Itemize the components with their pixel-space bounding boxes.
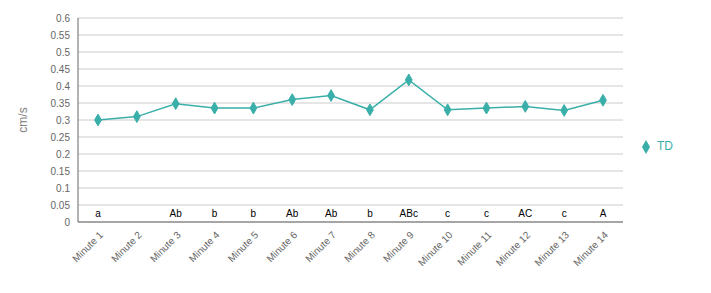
svg-text:A: A — [600, 208, 607, 219]
svg-text:Minute 3: Minute 3 — [148, 229, 183, 264]
svg-text:b: b — [367, 208, 373, 219]
svg-text:Minute 10: Minute 10 — [416, 229, 455, 268]
svg-text:Minute 6: Minute 6 — [264, 229, 299, 264]
svg-text:Ab: Ab — [170, 208, 183, 219]
svg-text:0.05: 0.05 — [51, 200, 71, 211]
svg-text:c: c — [484, 208, 489, 219]
html-text:TD: TD — [657, 139, 673, 154]
svg-text:Minute 13: Minute 13 — [532, 229, 571, 268]
svg-text:b: b — [251, 208, 257, 219]
svg-text:0.3: 0.3 — [56, 115, 70, 126]
svg-text:cm/s: cm/s — [16, 107, 30, 132]
svg-text:Minute 9: Minute 9 — [381, 229, 416, 264]
svg-text:Minute 11: Minute 11 — [455, 229, 494, 268]
svg-text:0.25: 0.25 — [51, 132, 71, 143]
svg-text:0.6: 0.6 — [56, 13, 70, 24]
svg-text:0.45: 0.45 — [51, 64, 71, 75]
svg-text:ABc: ABc — [400, 208, 418, 219]
svg-text:0.4: 0.4 — [56, 81, 70, 92]
svg-text:a: a — [95, 208, 101, 219]
svg-text:Ab: Ab — [286, 208, 299, 219]
svg-text:Minute 2: Minute 2 — [109, 229, 144, 264]
svg-text:Minute 14: Minute 14 — [571, 229, 610, 268]
svg-text:0.55: 0.55 — [51, 30, 71, 41]
svg-text:c: c — [445, 208, 450, 219]
svg-text:Minute 1: Minute 1 — [70, 229, 105, 264]
svg-text:0.1: 0.1 — [56, 183, 70, 194]
svg-text:Minute 8: Minute 8 — [342, 229, 377, 264]
svg-text:Minute 12: Minute 12 — [494, 229, 533, 268]
svg-text:0.5: 0.5 — [56, 47, 70, 58]
svg-text:0: 0 — [64, 217, 70, 228]
svg-text:0.2: 0.2 — [56, 149, 70, 160]
svg-text:0.15: 0.15 — [51, 166, 71, 177]
svg-text:0.35: 0.35 — [51, 98, 71, 109]
svg-text:b: b — [212, 208, 218, 219]
svg-text:c: c — [562, 208, 567, 219]
svg-text:AC: AC — [518, 208, 532, 219]
svg-text:Minute 4: Minute 4 — [187, 229, 222, 264]
svg-text:Minute 7: Minute 7 — [303, 229, 338, 264]
svg-text:Minute 5: Minute 5 — [226, 229, 261, 264]
svg-text:Ab: Ab — [325, 208, 338, 219]
